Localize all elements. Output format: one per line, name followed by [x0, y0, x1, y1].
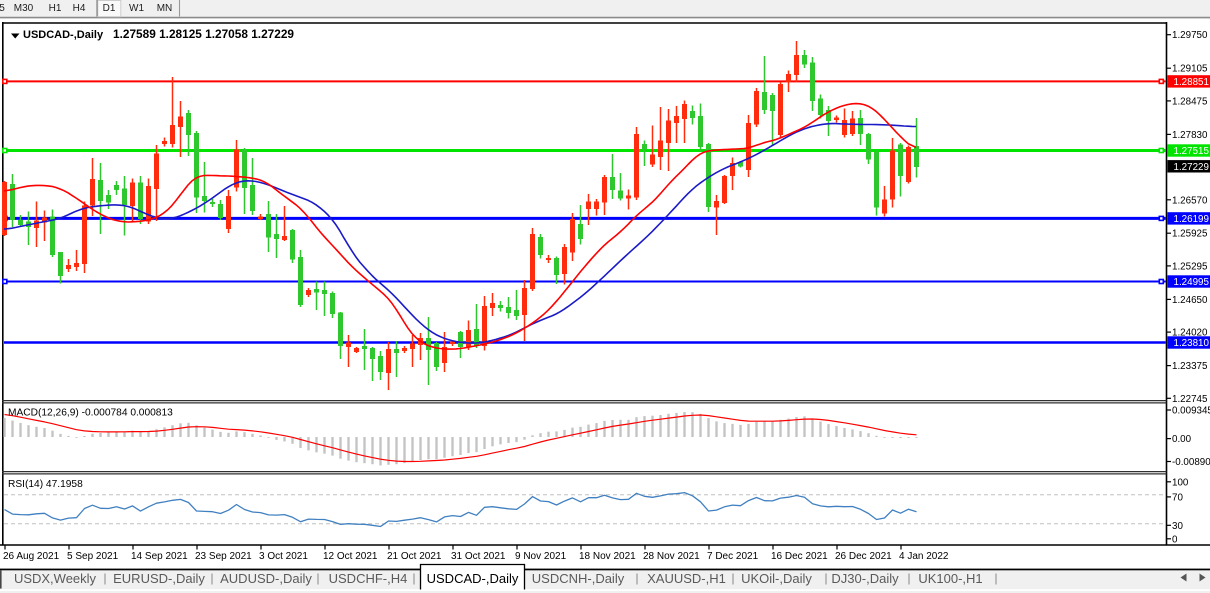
svg-text:1.29750: 1.29750 — [1172, 30, 1208, 41]
svg-text:1.23810: 1.23810 — [1174, 338, 1210, 349]
svg-text:18 Nov 2021: 18 Nov 2021 — [579, 551, 636, 562]
svg-text:100: 100 — [1172, 477, 1189, 488]
svg-text:5 Sep 2021: 5 Sep 2021 — [67, 551, 119, 562]
svg-text:1.27830: 1.27830 — [1172, 130, 1208, 141]
svg-text:-0.008902: -0.008902 — [1172, 457, 1210, 468]
svg-text:1.27229: 1.27229 — [1174, 162, 1209, 173]
svg-text:UKOil-,Daily: UKOil-,Daily — [741, 571, 812, 586]
svg-text:D1: D1 — [103, 3, 116, 14]
svg-text:1.23375: 1.23375 — [1172, 361, 1208, 372]
svg-text:12 Oct 2021: 12 Oct 2021 — [323, 551, 378, 562]
svg-text:DJ30-,Daily: DJ30-,Daily — [831, 571, 899, 586]
svg-text:31 Oct 2021: 31 Oct 2021 — [451, 551, 506, 562]
svg-text:W1: W1 — [129, 3, 144, 14]
svg-text:1.25295: 1.25295 — [1172, 261, 1208, 272]
svg-text:70: 70 — [1172, 492, 1183, 503]
svg-text:1.24020: 1.24020 — [1172, 328, 1208, 339]
svg-text:M30: M30 — [14, 3, 34, 14]
svg-text:1.26199: 1.26199 — [1174, 214, 1209, 225]
svg-text:0.00: 0.00 — [1172, 434, 1192, 445]
svg-text:USDX,Weekly: USDX,Weekly — [14, 571, 97, 586]
svg-text:5: 5 — [0, 3, 5, 14]
svg-text:28 Nov 2021: 28 Nov 2021 — [643, 551, 700, 562]
svg-text:1.24650: 1.24650 — [1172, 295, 1208, 306]
svg-text:USDCNH-,Daily: USDCNH-,Daily — [532, 571, 625, 586]
svg-text:1.24995: 1.24995 — [1174, 277, 1210, 288]
svg-text:0.009345: 0.009345 — [1172, 406, 1210, 417]
svg-text:21 Oct 2021: 21 Oct 2021 — [387, 551, 442, 562]
svg-text:0: 0 — [1172, 534, 1178, 545]
svg-text:1.28475: 1.28475 — [1172, 96, 1208, 107]
svg-text:1.29105: 1.29105 — [1172, 64, 1208, 75]
svg-text:MACD(12,26,9) -0.000784 0.0008: MACD(12,26,9) -0.000784 0.000813 — [8, 408, 173, 419]
svg-text:UK100-,H1: UK100-,H1 — [918, 571, 982, 586]
svg-text:USDCAD-,Daily: USDCAD-,Daily — [23, 29, 104, 41]
svg-text:26 Aug 2021: 26 Aug 2021 — [3, 551, 60, 562]
svg-text:AUDUSD-,Daily: AUDUSD-,Daily — [220, 571, 312, 586]
svg-text:USDCHF-,H4: USDCHF-,H4 — [329, 571, 408, 586]
svg-text:30: 30 — [1172, 521, 1183, 532]
svg-text:16 Dec 2021: 16 Dec 2021 — [771, 551, 828, 562]
svg-text:USDCAD-,Daily: USDCAD-,Daily — [427, 571, 519, 586]
svg-text:1.26570: 1.26570 — [1172, 195, 1208, 206]
svg-text:14 Sep 2021: 14 Sep 2021 — [131, 551, 188, 562]
svg-text:MN: MN — [157, 3, 173, 14]
svg-text:1.27515: 1.27515 — [1174, 146, 1210, 157]
svg-text:7 Dec 2021: 7 Dec 2021 — [707, 551, 759, 562]
svg-text:1.25925: 1.25925 — [1172, 229, 1208, 240]
svg-text:H1: H1 — [49, 3, 62, 14]
svg-text:XAUUSD-,H1: XAUUSD-,H1 — [647, 571, 726, 586]
svg-text:H4: H4 — [73, 3, 86, 14]
svg-text:1.28851: 1.28851 — [1174, 77, 1209, 88]
svg-text:4 Jan 2022: 4 Jan 2022 — [899, 551, 949, 562]
svg-text:26 Dec 2021: 26 Dec 2021 — [835, 551, 892, 562]
svg-text:9 Nov 2021: 9 Nov 2021 — [515, 551, 567, 562]
svg-text:EURUSD-,Daily: EURUSD-,Daily — [113, 571, 205, 586]
svg-text:RSI(14) 47.1958: RSI(14) 47.1958 — [8, 479, 83, 490]
svg-text:1.27589 1.28125 1.27058 1.2722: 1.27589 1.28125 1.27058 1.27229 — [113, 27, 294, 41]
svg-text:1.22745: 1.22745 — [1172, 394, 1208, 405]
svg-text:23 Sep 2021: 23 Sep 2021 — [195, 551, 252, 562]
svg-text:3 Oct 2021: 3 Oct 2021 — [259, 551, 308, 562]
